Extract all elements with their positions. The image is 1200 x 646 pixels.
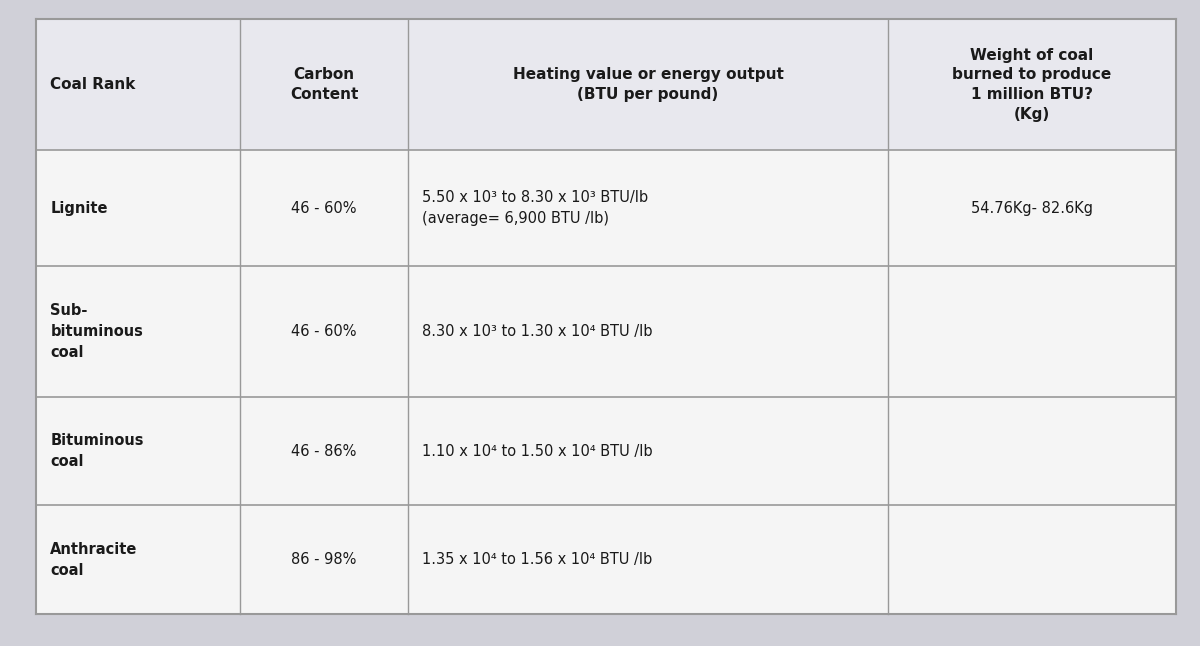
Text: Heating value or energy output
(BTU per pound): Heating value or energy output (BTU per … bbox=[512, 67, 784, 102]
Text: 46 - 60%: 46 - 60% bbox=[292, 324, 356, 339]
Text: 46 - 60%: 46 - 60% bbox=[292, 201, 356, 216]
Text: Anthracite
coal: Anthracite coal bbox=[50, 541, 138, 578]
Text: 46 - 86%: 46 - 86% bbox=[292, 444, 356, 459]
Text: 54.76Kg- 82.6Kg: 54.76Kg- 82.6Kg bbox=[971, 201, 1093, 216]
Text: Coal Rank: Coal Rank bbox=[50, 78, 136, 92]
Text: 1.10 x 10⁴ to 1.50 x 10⁴ BTU /lb: 1.10 x 10⁴ to 1.50 x 10⁴ BTU /lb bbox=[422, 444, 653, 459]
Text: 86 - 98%: 86 - 98% bbox=[292, 552, 356, 567]
Text: Weight of coal
burned to produce
1 million BTU?
(Kg): Weight of coal burned to produce 1 milli… bbox=[953, 48, 1111, 122]
Text: Carbon
Content: Carbon Content bbox=[290, 67, 358, 102]
Text: Sub-
bituminous
coal: Sub- bituminous coal bbox=[50, 303, 143, 360]
Bar bbox=[36, 19, 1176, 151]
Text: 1.35 x 10⁴ to 1.56 x 10⁴ BTU /lb: 1.35 x 10⁴ to 1.56 x 10⁴ BTU /lb bbox=[422, 552, 653, 567]
Text: Bituminous
coal: Bituminous coal bbox=[50, 433, 144, 469]
Text: 5.50 x 10³ to 8.30 x 10³ BTU/lb
(average= 6,900 BTU /lb): 5.50 x 10³ to 8.30 x 10³ BTU/lb (average… bbox=[422, 190, 648, 226]
Text: Lignite: Lignite bbox=[50, 201, 108, 216]
Text: 8.30 x 10³ to 1.30 x 10⁴ BTU /lb: 8.30 x 10³ to 1.30 x 10⁴ BTU /lb bbox=[422, 324, 653, 339]
